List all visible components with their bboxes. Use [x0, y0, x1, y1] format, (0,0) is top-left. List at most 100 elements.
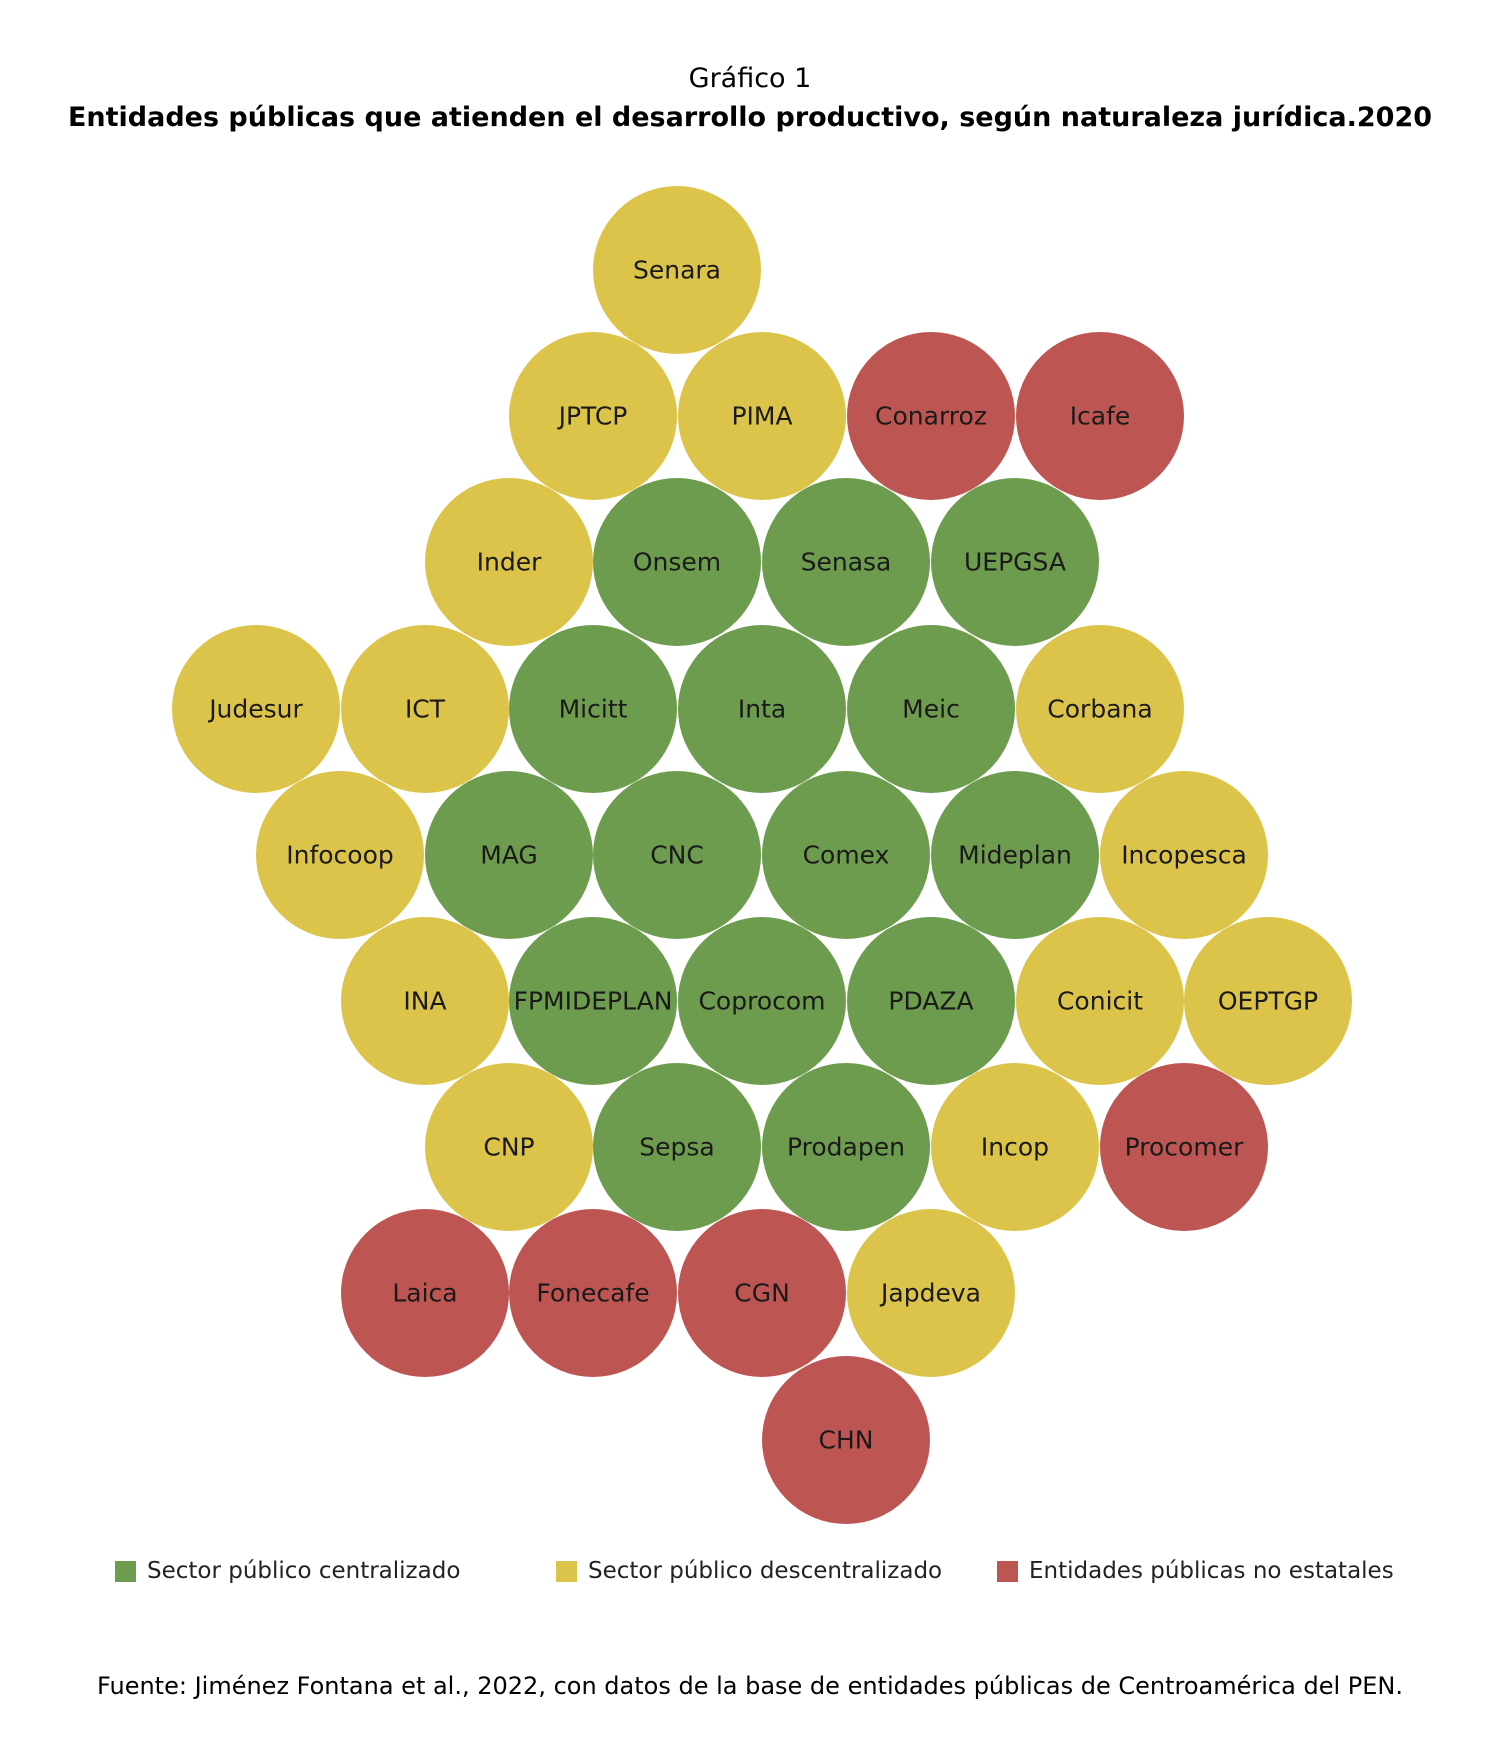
bubble-incopesca: Incopesca	[1100, 771, 1268, 939]
bubble-label-ict: ICT	[405, 695, 446, 724]
bubble-label-oeptgp: OEPTGP	[1218, 987, 1318, 1016]
bubble-circle-sepsa	[593, 1063, 761, 1231]
bubble-circle-pdaza	[847, 917, 1015, 1085]
bubble-procomer: Procomer	[1100, 1063, 1268, 1231]
bubble-conarroz: Conarroz	[847, 332, 1015, 500]
bubble-inta: Inta	[678, 625, 846, 793]
bubble-jptcp: JPTCP	[509, 332, 677, 500]
bubble-circle-prodapen	[762, 1063, 930, 1231]
bubble-conicit: Conicit	[1016, 917, 1184, 1085]
bubble-circle-corbana	[1016, 625, 1184, 793]
bubble-prodapen: Prodapen	[762, 1063, 930, 1231]
bubble-incop: Incop	[931, 1063, 1099, 1231]
bubble-label-coprocom: Coprocom	[698, 987, 825, 1016]
legend-item-no-estatal: Entidades públicas no estatales	[997, 1558, 1394, 1584]
bubble-circle-icafe	[1016, 332, 1184, 500]
bubble-label-pima: PIMA	[731, 402, 792, 431]
bubble-circle-ina	[341, 917, 509, 1085]
bubble-label-uepgsa: UEPGSA	[964, 548, 1066, 577]
source-note: Fuente: Jiménez Fontana et al., 2022, co…	[97, 1672, 1403, 1700]
legend-swatch-descentralizado	[556, 1560, 577, 1582]
chart-header: Gráfico 1 Entidades públicas que atiende…	[0, 62, 1500, 136]
bubble-label-inder: Inder	[477, 548, 542, 577]
bubble-circle-inta	[678, 625, 846, 793]
bubble-cnc: CNC	[593, 771, 761, 939]
bubble-comex: Comex	[762, 771, 930, 939]
bubble-circle-cnc	[593, 771, 761, 939]
bubble-circle-fpmideplan	[509, 917, 677, 1085]
bubble-fpmideplan: FPMIDEPLAN	[509, 917, 677, 1085]
bubble-label-meic: Meic	[902, 695, 960, 724]
bubble-circle-mag	[425, 771, 593, 939]
bubble-circle-laica	[341, 1209, 509, 1377]
bubble-cgn: CGN	[678, 1209, 846, 1377]
bubble-circle-senasa	[762, 478, 930, 646]
legend: Sector público centralizado Sector públi…	[0, 1558, 1500, 1598]
bubble-japdeva: Japdeva	[847, 1209, 1015, 1377]
legend-label-centralizado: Sector público centralizado	[147, 1558, 461, 1584]
bubble-circle-procomer	[1100, 1063, 1268, 1231]
bubble-label-fpmideplan: FPMIDEPLAN	[514, 987, 673, 1016]
bubble-infocoop: Infocoop	[256, 771, 424, 939]
bubble-label-chn: CHN	[819, 1426, 874, 1455]
bubble-label-micitt: Micitt	[559, 695, 628, 724]
bubble-circle-fonecafe	[509, 1209, 677, 1377]
bubble-label-incop: Incop	[981, 1133, 1049, 1162]
bubble-pima: PIMA	[678, 332, 846, 500]
bubble-label-pdaza: PDAZA	[888, 987, 973, 1016]
bubble-label-infocoop: Infocoop	[286, 841, 394, 870]
bubble-label-mideplan: Mideplan	[958, 841, 1072, 870]
bubble-circle-jptcp	[509, 332, 677, 500]
bubble-circle-cgn	[678, 1209, 846, 1377]
legend-label-descentralizado: Sector público descentralizado	[588, 1558, 943, 1584]
bubble-circle-comex	[762, 771, 930, 939]
bubble-label-corbana: Corbana	[1047, 695, 1152, 724]
bubble-label-sepsa: Sepsa	[639, 1133, 714, 1162]
bubble-inder: Inder	[425, 478, 593, 646]
bubble-label-conarroz: Conarroz	[875, 402, 987, 431]
bubble-label-ina: INA	[403, 987, 446, 1016]
bubble-circle-uepgsa	[931, 478, 1099, 646]
bubble-label-japdeva: Japdeva	[879, 1279, 981, 1308]
bubble-icafe: Icafe	[1016, 332, 1184, 500]
bubble-label-prodapen: Prodapen	[787, 1133, 905, 1162]
bubble-label-judesur: Judesur	[207, 695, 303, 724]
bubble-circle-meic	[847, 625, 1015, 793]
bubble-label-cnp: CNP	[483, 1133, 534, 1162]
bubble-fonecafe: Fonecafe	[509, 1209, 677, 1377]
bubble-cnp: CNP	[425, 1063, 593, 1231]
bubble-label-cgn: CGN	[734, 1279, 790, 1308]
bubble-meic: Meic	[847, 625, 1015, 793]
bubble-oeptgp: OEPTGP	[1184, 917, 1352, 1085]
legend-swatch-no-estatal	[997, 1560, 1018, 1582]
bubble-circle-mideplan	[931, 771, 1099, 939]
bubble-circle-oeptgp	[1184, 917, 1352, 1085]
legend-item-descentralizado: Sector público descentralizado	[556, 1558, 942, 1584]
bubble-senasa: Senasa	[762, 478, 930, 646]
bubble-circle-pima	[678, 332, 846, 500]
chart-kicker: Gráfico 1	[688, 63, 812, 94]
bubble-sepsa: Sepsa	[593, 1063, 761, 1231]
bubble-onsem: Onsem	[593, 478, 761, 646]
legend-swatch-centralizado	[115, 1560, 136, 1582]
bubble-label-incopesca: Incopesca	[1121, 841, 1247, 870]
bubble-circle-coprocom	[678, 917, 846, 1085]
bubble-diagram: Senara JPTCP PIMA Conarroz Icafe Inder Onsem Se…	[172, 186, 1352, 1524]
bubble-circle-onsem	[593, 478, 761, 646]
bubble-label-inta: Inta	[738, 695, 786, 724]
bubble-pdaza: PDAZA	[847, 917, 1015, 1085]
bubble-label-mag: MAG	[480, 841, 538, 870]
bubble-senara: Senara	[593, 186, 761, 354]
bubble-label-procomer: Procomer	[1125, 1133, 1244, 1162]
bubble-mag: MAG	[425, 771, 593, 939]
bubble-micitt: Micitt	[509, 625, 677, 793]
bubble-circle-infocoop	[256, 771, 424, 939]
legend-label-no-estatal: Entidades públicas no estatales	[1029, 1558, 1394, 1584]
bubble-label-senara: Senara	[633, 256, 721, 285]
bubble-label-senasa: Senasa	[801, 548, 892, 577]
bubble-judesur: Judesur	[172, 625, 340, 793]
bubble-laica: Laica	[341, 1209, 509, 1377]
bubble-circle-conarroz	[847, 332, 1015, 500]
chart-title: Entidades públicas que atienden el desar…	[67, 102, 1433, 133]
bubble-mideplan: Mideplan	[931, 771, 1099, 939]
